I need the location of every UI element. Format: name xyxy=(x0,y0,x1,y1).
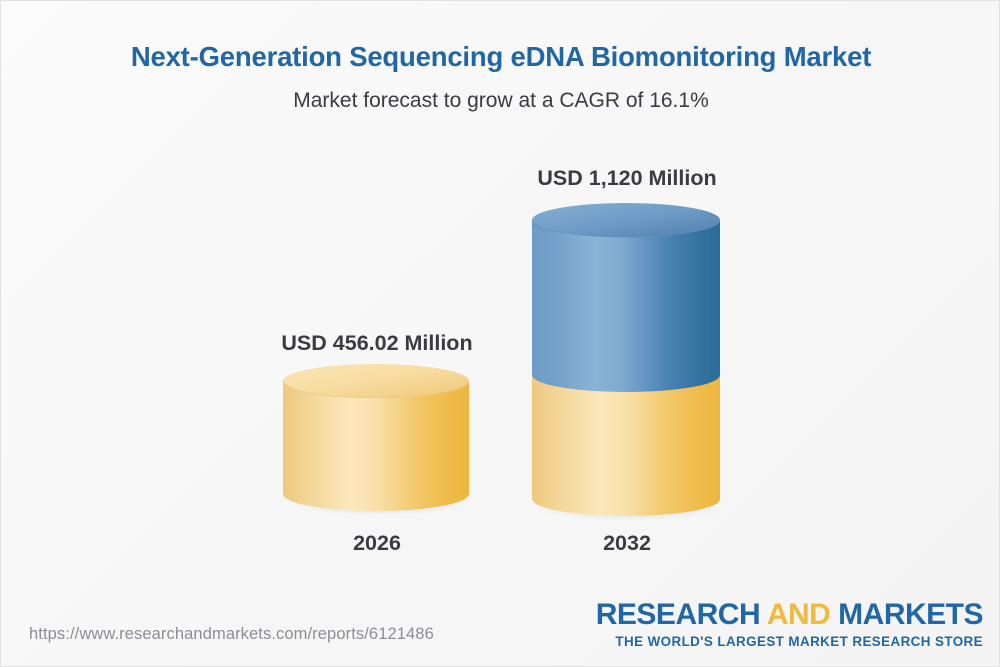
data-label-2026: USD 456.02 Million xyxy=(281,331,473,355)
research-and-markets-logo[interactable]: RESEARCH AND MARKETS THE WORLD'S LARGEST… xyxy=(595,597,984,649)
logo-text-and: AND xyxy=(766,597,831,631)
category-label-2032: 2032 xyxy=(603,531,651,555)
logo-tagline: THE WORLD'S LARGEST MARKET RESEARCH STOR… xyxy=(615,633,983,649)
logo-wordmark: RESEARCH AND MARKETS xyxy=(595,597,984,631)
category-label-2026: 2026 xyxy=(353,531,401,555)
logo-text-research: RESEARCH xyxy=(595,597,767,631)
chart-plot-area: USD 456.02 Million xyxy=(1,1,999,601)
cylinder-2026 xyxy=(283,364,469,516)
data-label-2032: USD 1,120 Million xyxy=(537,166,717,190)
chart-subtitle: Market forecast to grow at a CAGR of 16.… xyxy=(293,89,709,112)
source-url[interactable]: https://www.researchandmarkets.com/repor… xyxy=(29,625,434,643)
logo-text-markets: MARKETS xyxy=(830,597,983,631)
cylinder-2032 xyxy=(532,203,720,521)
page-title: Next-Generation Sequencing eDNA Biomonit… xyxy=(130,41,872,72)
